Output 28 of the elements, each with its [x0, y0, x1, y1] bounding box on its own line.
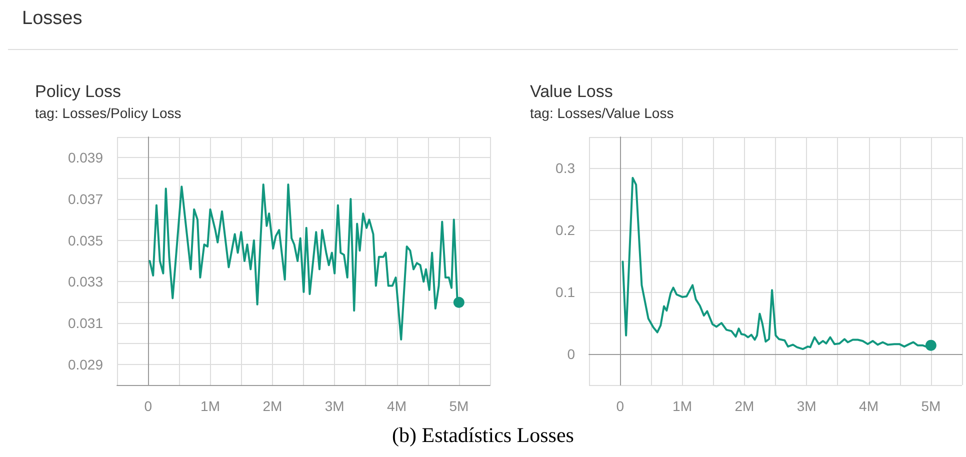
y-tick-label: 0.035 — [68, 232, 104, 248]
y-tick-label: 0.037 — [68, 191, 104, 207]
y-tick-label: 0.029 — [68, 356, 104, 372]
chart-title: Value Loss — [530, 82, 613, 101]
y-tick-label: 0.033 — [68, 274, 104, 290]
y-tick-label: 0.031 — [68, 315, 104, 331]
x-tick-label: 5M — [449, 398, 469, 414]
y-tick-label: 0.3 — [556, 160, 576, 176]
y-tick-label: 0.2 — [556, 222, 576, 238]
x-tick-label: 0 — [144, 398, 152, 414]
chart-subtitle: tag: Losses/Value Loss — [530, 105, 674, 121]
x-tick-label: 2M — [262, 398, 282, 414]
x-tick-label: 4M — [859, 398, 878, 414]
chart-title: Policy Loss — [35, 82, 121, 101]
x-tick-label: 3M — [324, 398, 344, 414]
y-tick-label: 0 — [567, 346, 576, 362]
x-tick-label: 1M — [672, 398, 692, 414]
chart-subtitle: tag: Losses/Policy Loss — [35, 105, 182, 121]
y-tick-label: 0.039 — [68, 150, 104, 166]
text: Losses — [22, 8, 82, 30]
x-tick-label: 0 — [616, 398, 624, 414]
x-tick-label: 4M — [387, 398, 406, 414]
x-tick-label: 1M — [200, 398, 220, 414]
x-tick-label: 2M — [734, 398, 754, 414]
x-tick-label: 5M — [921, 398, 941, 414]
x-tick-label: 3M — [796, 398, 816, 414]
text: (b) Estadístics Losses — [391, 423, 575, 448]
y-tick-label: 0.1 — [556, 284, 576, 300]
